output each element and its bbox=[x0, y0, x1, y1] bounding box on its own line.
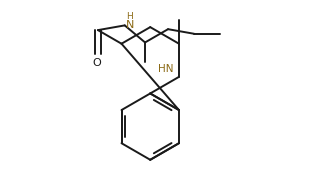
Text: O: O bbox=[92, 58, 101, 68]
Text: HN: HN bbox=[158, 64, 174, 74]
Text: N: N bbox=[125, 20, 134, 30]
Text: H: H bbox=[126, 12, 133, 21]
